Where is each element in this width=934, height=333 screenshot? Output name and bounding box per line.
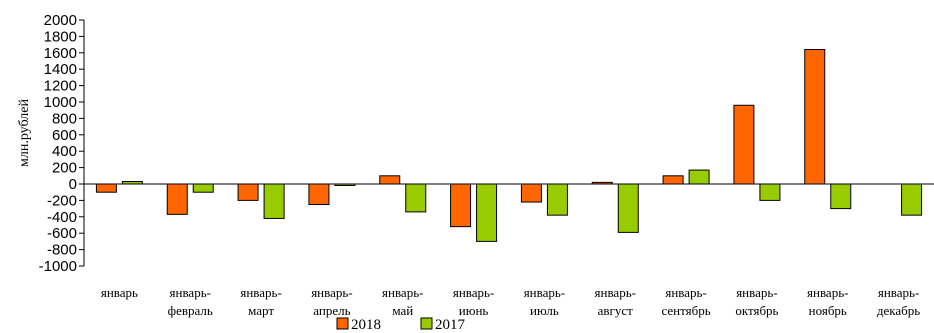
bar-2017-4 <box>405 183 427 213</box>
x-tick-label-line: май <box>392 303 413 318</box>
y-axis: -1000-800-600-400-2000200400600800100012… <box>39 12 85 275</box>
bar-2017-5 <box>476 183 498 242</box>
x-tick-label-line: август <box>598 303 634 318</box>
y-tick-label: 0 <box>69 176 77 193</box>
bar-2017-8 <box>688 169 710 185</box>
x-tick-label: январь-ноябрь <box>807 285 848 318</box>
bar-2017-9 <box>759 183 781 201</box>
bar-2018-6 <box>520 183 542 203</box>
y-tick-label: -600 <box>47 225 77 242</box>
bar-2017-1 <box>192 183 214 193</box>
bar-2018-5 <box>450 183 472 228</box>
x-tick-label-line: январь- <box>382 285 423 300</box>
x-tick-label: январь-июль <box>524 285 565 318</box>
y-tick-label: -400 <box>47 209 77 226</box>
x-tick-label: январь-февраль <box>168 285 213 318</box>
bar-2018-8 <box>662 175 684 185</box>
x-tick-label: январь-сентябрь <box>661 285 710 318</box>
bar-2018-9 <box>733 104 755 185</box>
y-tick-label: 1200 <box>44 78 77 95</box>
legend-swatch-2017 <box>420 317 433 330</box>
y-axis-label: млн.рублей <box>17 99 32 167</box>
legend-swatch-2018 <box>336 317 349 330</box>
x-tick-label: январь-август <box>595 285 636 318</box>
y-tick-label: 800 <box>52 110 77 127</box>
bar-2017-2 <box>263 183 285 219</box>
bars <box>95 49 923 242</box>
y-tick-label: 2000 <box>44 12 77 29</box>
x-tick-label-line: январь- <box>311 285 352 300</box>
x-tick-label: январь-март <box>240 285 281 318</box>
x-tick-label: январь-май <box>382 285 423 318</box>
x-tick-label-line: январь- <box>524 285 565 300</box>
x-tick-label-line: январь- <box>878 285 919 300</box>
y-tick-label: -200 <box>47 192 77 209</box>
x-tick-label-line: ноябрь <box>809 303 847 318</box>
bar-2017-10 <box>830 183 852 210</box>
x-tick-label: январь-апрель <box>311 285 352 318</box>
bar-2017-6 <box>546 183 568 216</box>
x-tick-label-line: декабрь <box>877 303 920 318</box>
bar-2018-1 <box>166 183 188 215</box>
y-tick-label: 1400 <box>44 61 77 78</box>
x-tick-label: январь-октябрь <box>735 285 778 318</box>
x-tick-label-line: январь- <box>736 285 777 300</box>
bar-2018-3 <box>308 183 330 205</box>
x-tick-label-line: январь- <box>453 285 494 300</box>
y-tick-label: 600 <box>52 127 77 144</box>
x-tick-label-line: январь- <box>807 285 848 300</box>
bar-2018-10 <box>804 49 826 185</box>
x-tick-label-line: январь- <box>240 285 281 300</box>
bar-2017-11 <box>901 183 923 216</box>
x-tick-label-line: сентябрь <box>661 303 710 318</box>
y-tick-label: 400 <box>52 143 77 160</box>
bar-2017-7 <box>617 183 639 233</box>
x-tick-label-line: июль <box>530 303 559 318</box>
y-tick-label: 1600 <box>44 45 77 62</box>
x-tick-label-line: март <box>248 303 274 318</box>
x-tick-label-line: февраль <box>168 303 213 318</box>
legend-label-2018: 2018 <box>351 317 381 333</box>
y-tick-label: 1800 <box>44 28 77 45</box>
y-tick-label: 1000 <box>44 94 77 111</box>
x-axis: январь январь-февральянварь-мартянварь-ап… <box>84 183 934 318</box>
x-tick-label: январь-июнь <box>453 285 494 318</box>
x-tick-label-line: июнь <box>459 303 489 318</box>
bar-2018-2 <box>237 183 259 201</box>
bar-2018-4 <box>379 175 401 185</box>
x-tick-label-line: октябрь <box>735 303 778 318</box>
x-tick-label-line: январь- <box>595 285 636 300</box>
x-tick-label: январь <box>101 285 138 300</box>
y-tick-label: -1000 <box>39 258 77 275</box>
x-tick-label-line: январь- <box>170 285 211 300</box>
y-tick-label: -800 <box>47 242 77 259</box>
y-tick-label: 200 <box>52 160 77 177</box>
x-tick-label-line: январь <box>101 285 138 300</box>
legend: 2018 2017 <box>336 317 466 333</box>
x-tick-label-line: январь- <box>665 285 706 300</box>
x-tick-label: январь-декабрь <box>877 285 920 318</box>
legend-label-2017: 2017 <box>435 317 466 333</box>
bar-2018-0 <box>95 183 117 193</box>
x-tick-label-line: апрель <box>313 303 350 318</box>
